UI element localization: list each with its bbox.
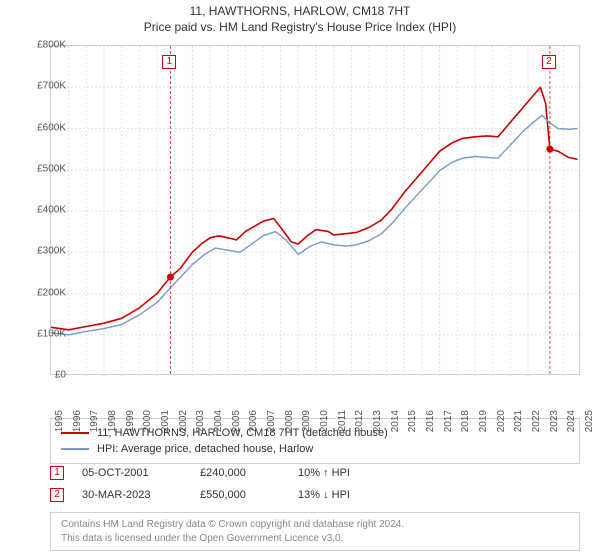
y-axis-label: £800K — [22, 40, 66, 51]
chart-svg — [51, 46, 581, 376]
x-axis-label: 1999 — [125, 410, 136, 432]
x-axis-label: 2002 — [178, 410, 189, 432]
x-axis-label: 2025 — [584, 410, 595, 432]
x-axis-label: 1998 — [107, 410, 118, 432]
y-axis-label: £300K — [22, 246, 66, 257]
x-axis-label: 2010 — [319, 410, 330, 432]
sale-price: £240,000 — [200, 467, 280, 479]
sale-pct: 13% ↓ HPI — [298, 489, 408, 501]
chart-marker-2: 2 — [542, 55, 556, 69]
chart-area — [50, 45, 580, 375]
x-axis-label: 2013 — [372, 410, 383, 432]
y-axis-label: £400K — [22, 205, 66, 216]
legend-row: 11, HAWTHORNS, HARLOW, CM18 7HT (detache… — [61, 425, 569, 441]
y-axis-label: £200K — [22, 287, 66, 298]
x-axis-label: 2005 — [231, 410, 242, 432]
x-axis-label: 2008 — [284, 410, 295, 432]
y-axis-label: £700K — [22, 81, 66, 92]
legend-row: HPI: Average price, detached house, Harl… — [61, 441, 569, 457]
x-axis-label: 2023 — [549, 410, 560, 432]
x-axis-label: 2014 — [390, 410, 401, 432]
legend-swatch-hpi — [61, 448, 89, 450]
legend-label-hpi: HPI: Average price, detached house, Harl… — [97, 443, 313, 455]
title-line-1: 11, HAWTHORNS, HARLOW, CM18 7HT — [0, 4, 600, 18]
sale-price: £550,000 — [200, 489, 280, 501]
x-axis-label: 2024 — [566, 410, 577, 432]
sale-marker-1: 1 — [50, 466, 64, 480]
title-line-2: Price paid vs. HM Land Registry's House … — [0, 20, 600, 34]
x-axis-label: 2020 — [496, 410, 507, 432]
x-axis-label: 1997 — [89, 410, 100, 432]
x-axis-label: 2012 — [354, 410, 365, 432]
sales-table: 1 05-OCT-2001 £240,000 10% ↑ HPI 2 30-MA… — [50, 462, 580, 506]
chart-marker-1: 1 — [162, 55, 176, 69]
sale-date: 30-MAR-2023 — [82, 489, 182, 501]
x-axis-label: 2001 — [160, 410, 171, 432]
x-axis-label: 2016 — [425, 410, 436, 432]
x-axis-label: 2022 — [531, 410, 542, 432]
y-axis-label: £100K — [22, 328, 66, 339]
chart-titles: 11, HAWTHORNS, HARLOW, CM18 7HT Price pa… — [0, 0, 600, 34]
x-axis-label: 2021 — [513, 410, 524, 432]
x-axis-label: 2019 — [478, 410, 489, 432]
footer-line-1: Contains HM Land Registry data © Crown c… — [61, 518, 569, 532]
legend-swatch-subject — [61, 432, 89, 434]
x-axis-label: 2015 — [407, 410, 418, 432]
y-axis-label: £500K — [22, 163, 66, 174]
x-axis-label: 2018 — [460, 410, 471, 432]
sale-row: 1 05-OCT-2001 £240,000 10% ↑ HPI — [50, 462, 580, 484]
x-axis-label: 1996 — [72, 410, 83, 432]
x-axis-label: 1995 — [54, 410, 65, 432]
sale-date: 05-OCT-2001 — [82, 467, 182, 479]
y-axis-label: £0 — [22, 370, 66, 381]
x-axis-label: 2006 — [248, 410, 259, 432]
x-axis-label: 2017 — [443, 410, 454, 432]
x-axis-label: 2003 — [195, 410, 206, 432]
x-axis-label: 2007 — [266, 410, 277, 432]
x-axis-label: 2000 — [142, 410, 153, 432]
footer-line-2: This data is licensed under the Open Gov… — [61, 532, 569, 546]
footer: Contains HM Land Registry data © Crown c… — [50, 512, 580, 551]
y-axis-label: £600K — [22, 122, 66, 133]
sale-row: 2 30-MAR-2023 £550,000 13% ↓ HPI — [50, 484, 580, 506]
sale-marker-2: 2 — [50, 488, 64, 502]
x-axis-label: 2009 — [301, 410, 312, 432]
x-axis-label: 2004 — [213, 410, 224, 432]
x-axis-label: 2011 — [337, 410, 348, 432]
sale-pct: 10% ↑ HPI — [298, 467, 408, 479]
